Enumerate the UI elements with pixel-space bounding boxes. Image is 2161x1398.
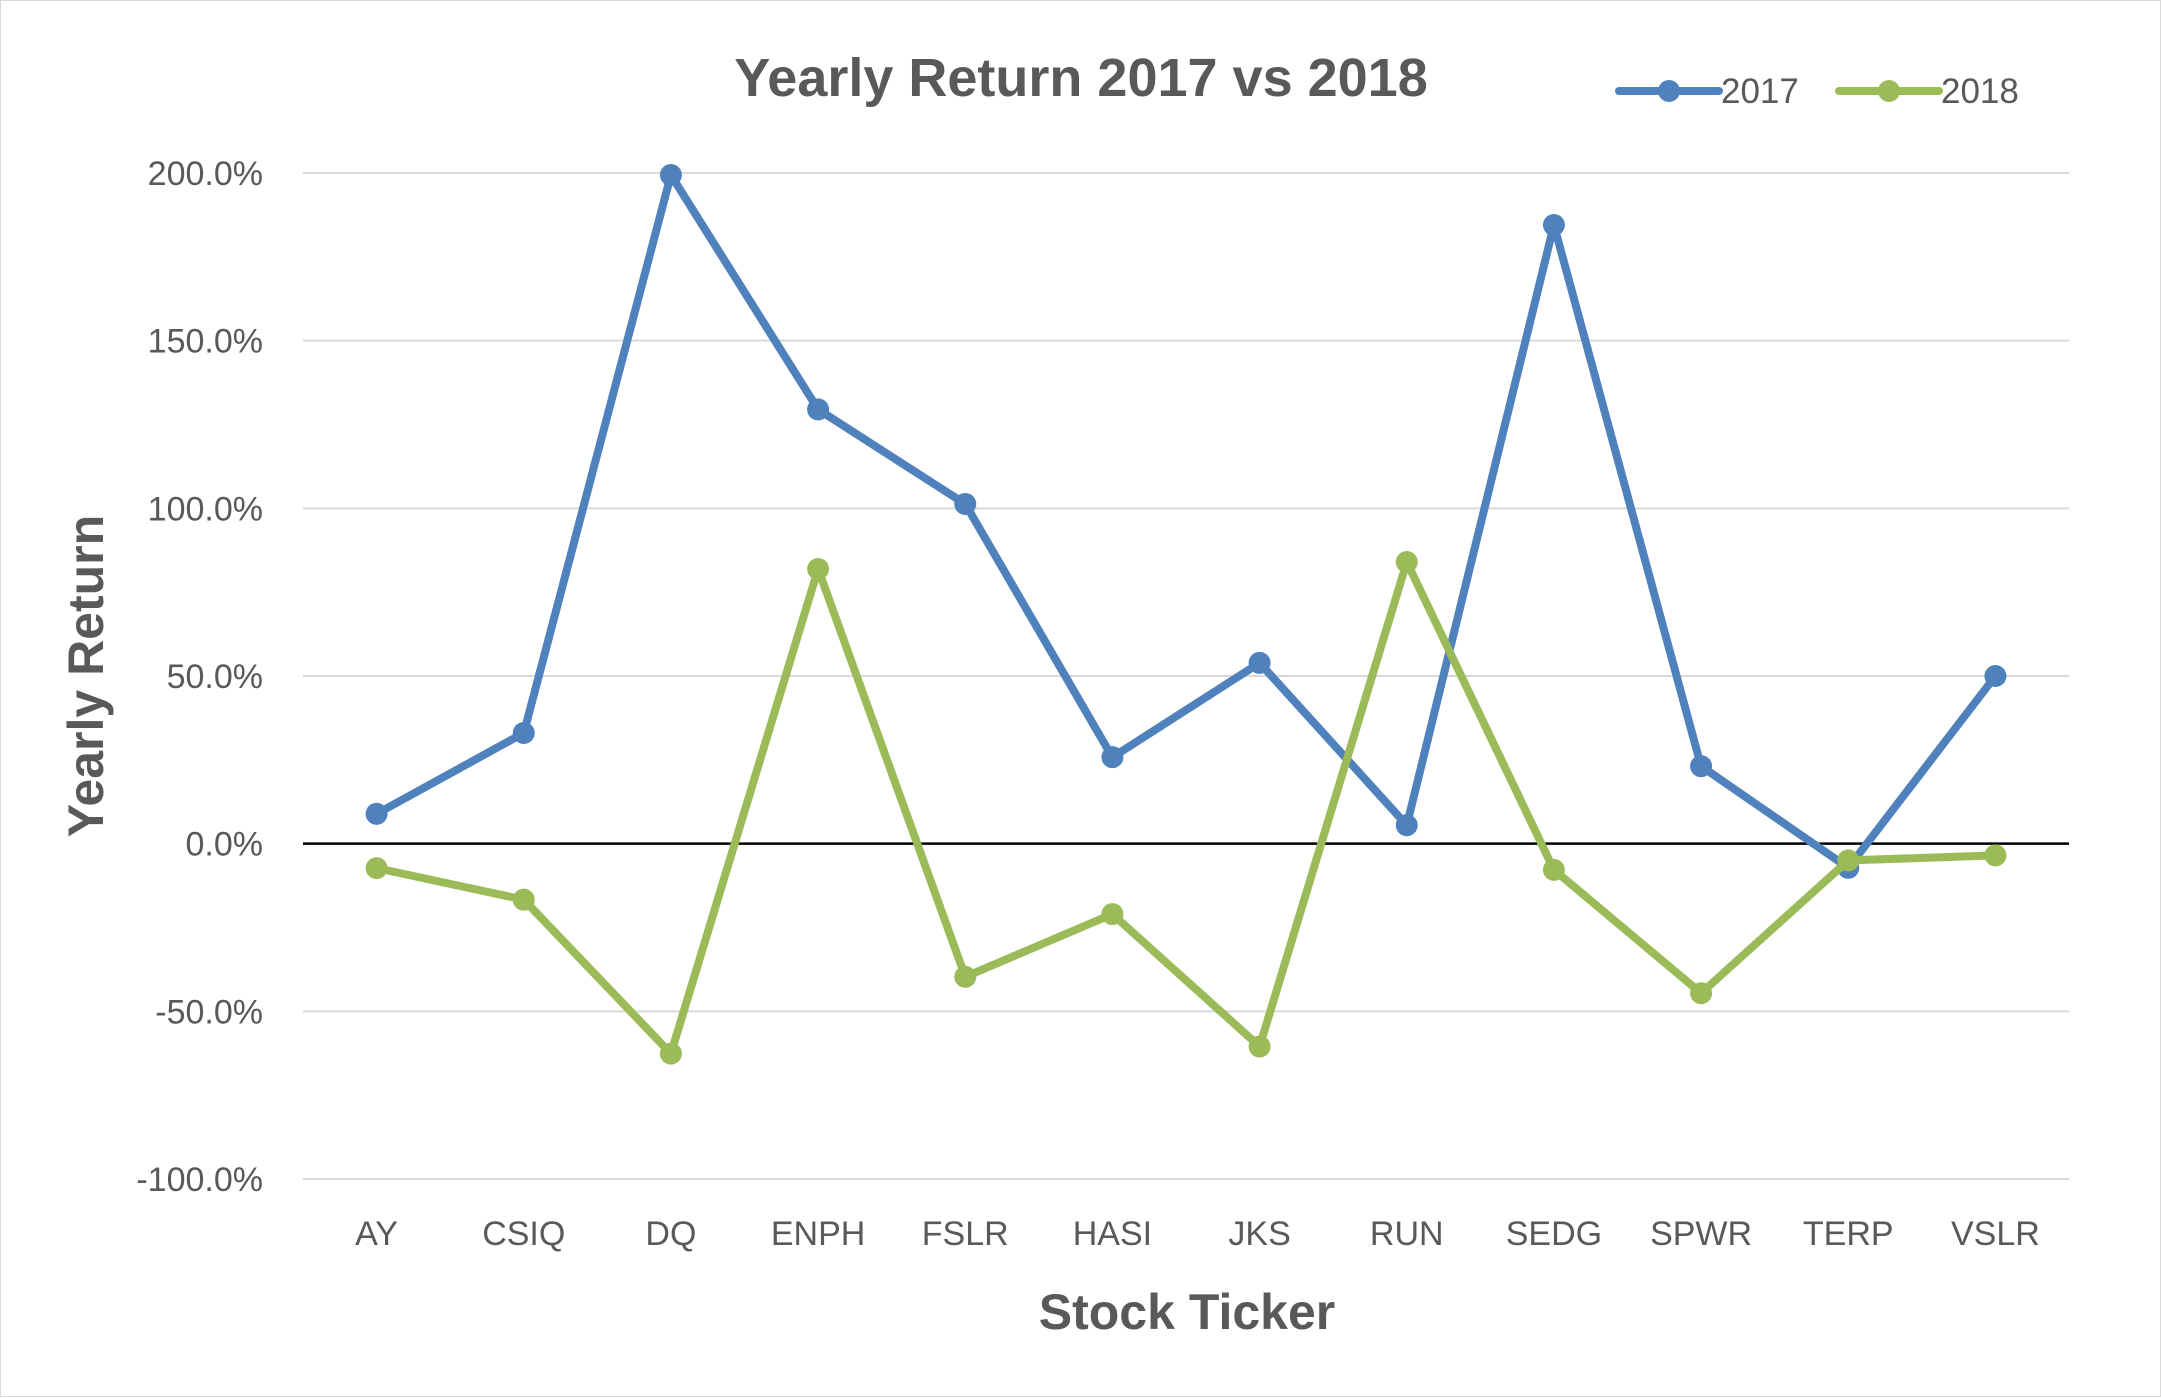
y-tick-label: 150.0% [148, 323, 263, 361]
data-point-2018 [1984, 844, 2007, 867]
x-tick-label: HASI [1073, 1215, 1152, 1253]
x-tick-label: RUN [1370, 1215, 1444, 1253]
y-tick-label: 100.0% [148, 490, 263, 528]
y-tick-label: 50.0% [167, 658, 263, 696]
data-point-2018 [512, 888, 535, 911]
data-point-2017 [1395, 814, 1418, 837]
x-tick-label: DQ [645, 1215, 696, 1253]
series-line-2018 [372, 558, 2000, 1058]
y-tick-label: -100.0% [136, 1161, 263, 1199]
data-point-2018 [1837, 849, 1860, 872]
data-point-2018 [807, 558, 830, 581]
data-point-2017 [1101, 746, 1124, 769]
x-tick-label: TERP [1803, 1215, 1894, 1253]
x-tick-label: VSLR [1951, 1215, 2040, 1253]
x-tick-label: JKS [1228, 1215, 1290, 1253]
data-point-2018 [1690, 982, 1713, 1005]
x-tick-label: AY [355, 1215, 398, 1253]
data-point-2017 [659, 164, 682, 187]
data-point-2017 [954, 492, 977, 515]
data-point-2018 [1395, 550, 1418, 573]
y-tick-label: -50.0% [155, 993, 263, 1031]
legend-marker-2017 [1658, 80, 1680, 102]
x-tick-label: SEDG [1506, 1215, 1602, 1253]
y-tick-label: 200.0% [148, 155, 263, 193]
data-point-2017 [1690, 755, 1713, 778]
x-tick-label: CSIQ [482, 1215, 565, 1253]
gridlines [303, 172, 2069, 1180]
data-point-2017 [1542, 213, 1565, 236]
y-tick-label: 0.0% [186, 826, 264, 864]
chart-title: Yearly Return 2017 vs 2018 [734, 48, 1427, 108]
legend-marker-2018 [1878, 80, 1900, 102]
data-point-2017 [365, 802, 388, 825]
data-point-2018 [1542, 858, 1565, 881]
legend: 2017 2018 [1615, 72, 2019, 111]
y-axis-title: Yearly Return [58, 515, 114, 837]
y-axis-tick-labels: 200.0% 150.0% 100.0% 50.0% 0.0% -50.0% -100.0% [136, 155, 263, 1199]
data-point-2017 [807, 398, 830, 421]
x-tick-label: SPWR [1650, 1215, 1752, 1253]
data-point-2018 [659, 1042, 682, 1065]
data-point-2018 [365, 857, 388, 880]
data-point-2017 [1984, 665, 2007, 687]
x-axis-title: Stock Ticker [1039, 1284, 1335, 1340]
series-lines [365, 164, 2007, 1065]
x-tick-label: ENPH [771, 1215, 865, 1253]
series-line-2017 [372, 171, 2000, 872]
data-point-2018 [1248, 1035, 1271, 1058]
data-point-2017 [1248, 651, 1271, 674]
data-point-2017 [512, 722, 535, 745]
legend-label-2017: 2017 [1721, 72, 1799, 111]
data-point-2018 [1101, 903, 1124, 926]
legend-label-2018: 2018 [1941, 72, 2019, 111]
data-point-2018 [954, 965, 977, 988]
x-tick-label: FSLR [922, 1215, 1009, 1253]
x-axis-tick-labels: AY CSIQ DQ ENPH FSLR HASI JKS RUN SEDG SPWR TERP VS… [355, 1215, 2040, 1253]
